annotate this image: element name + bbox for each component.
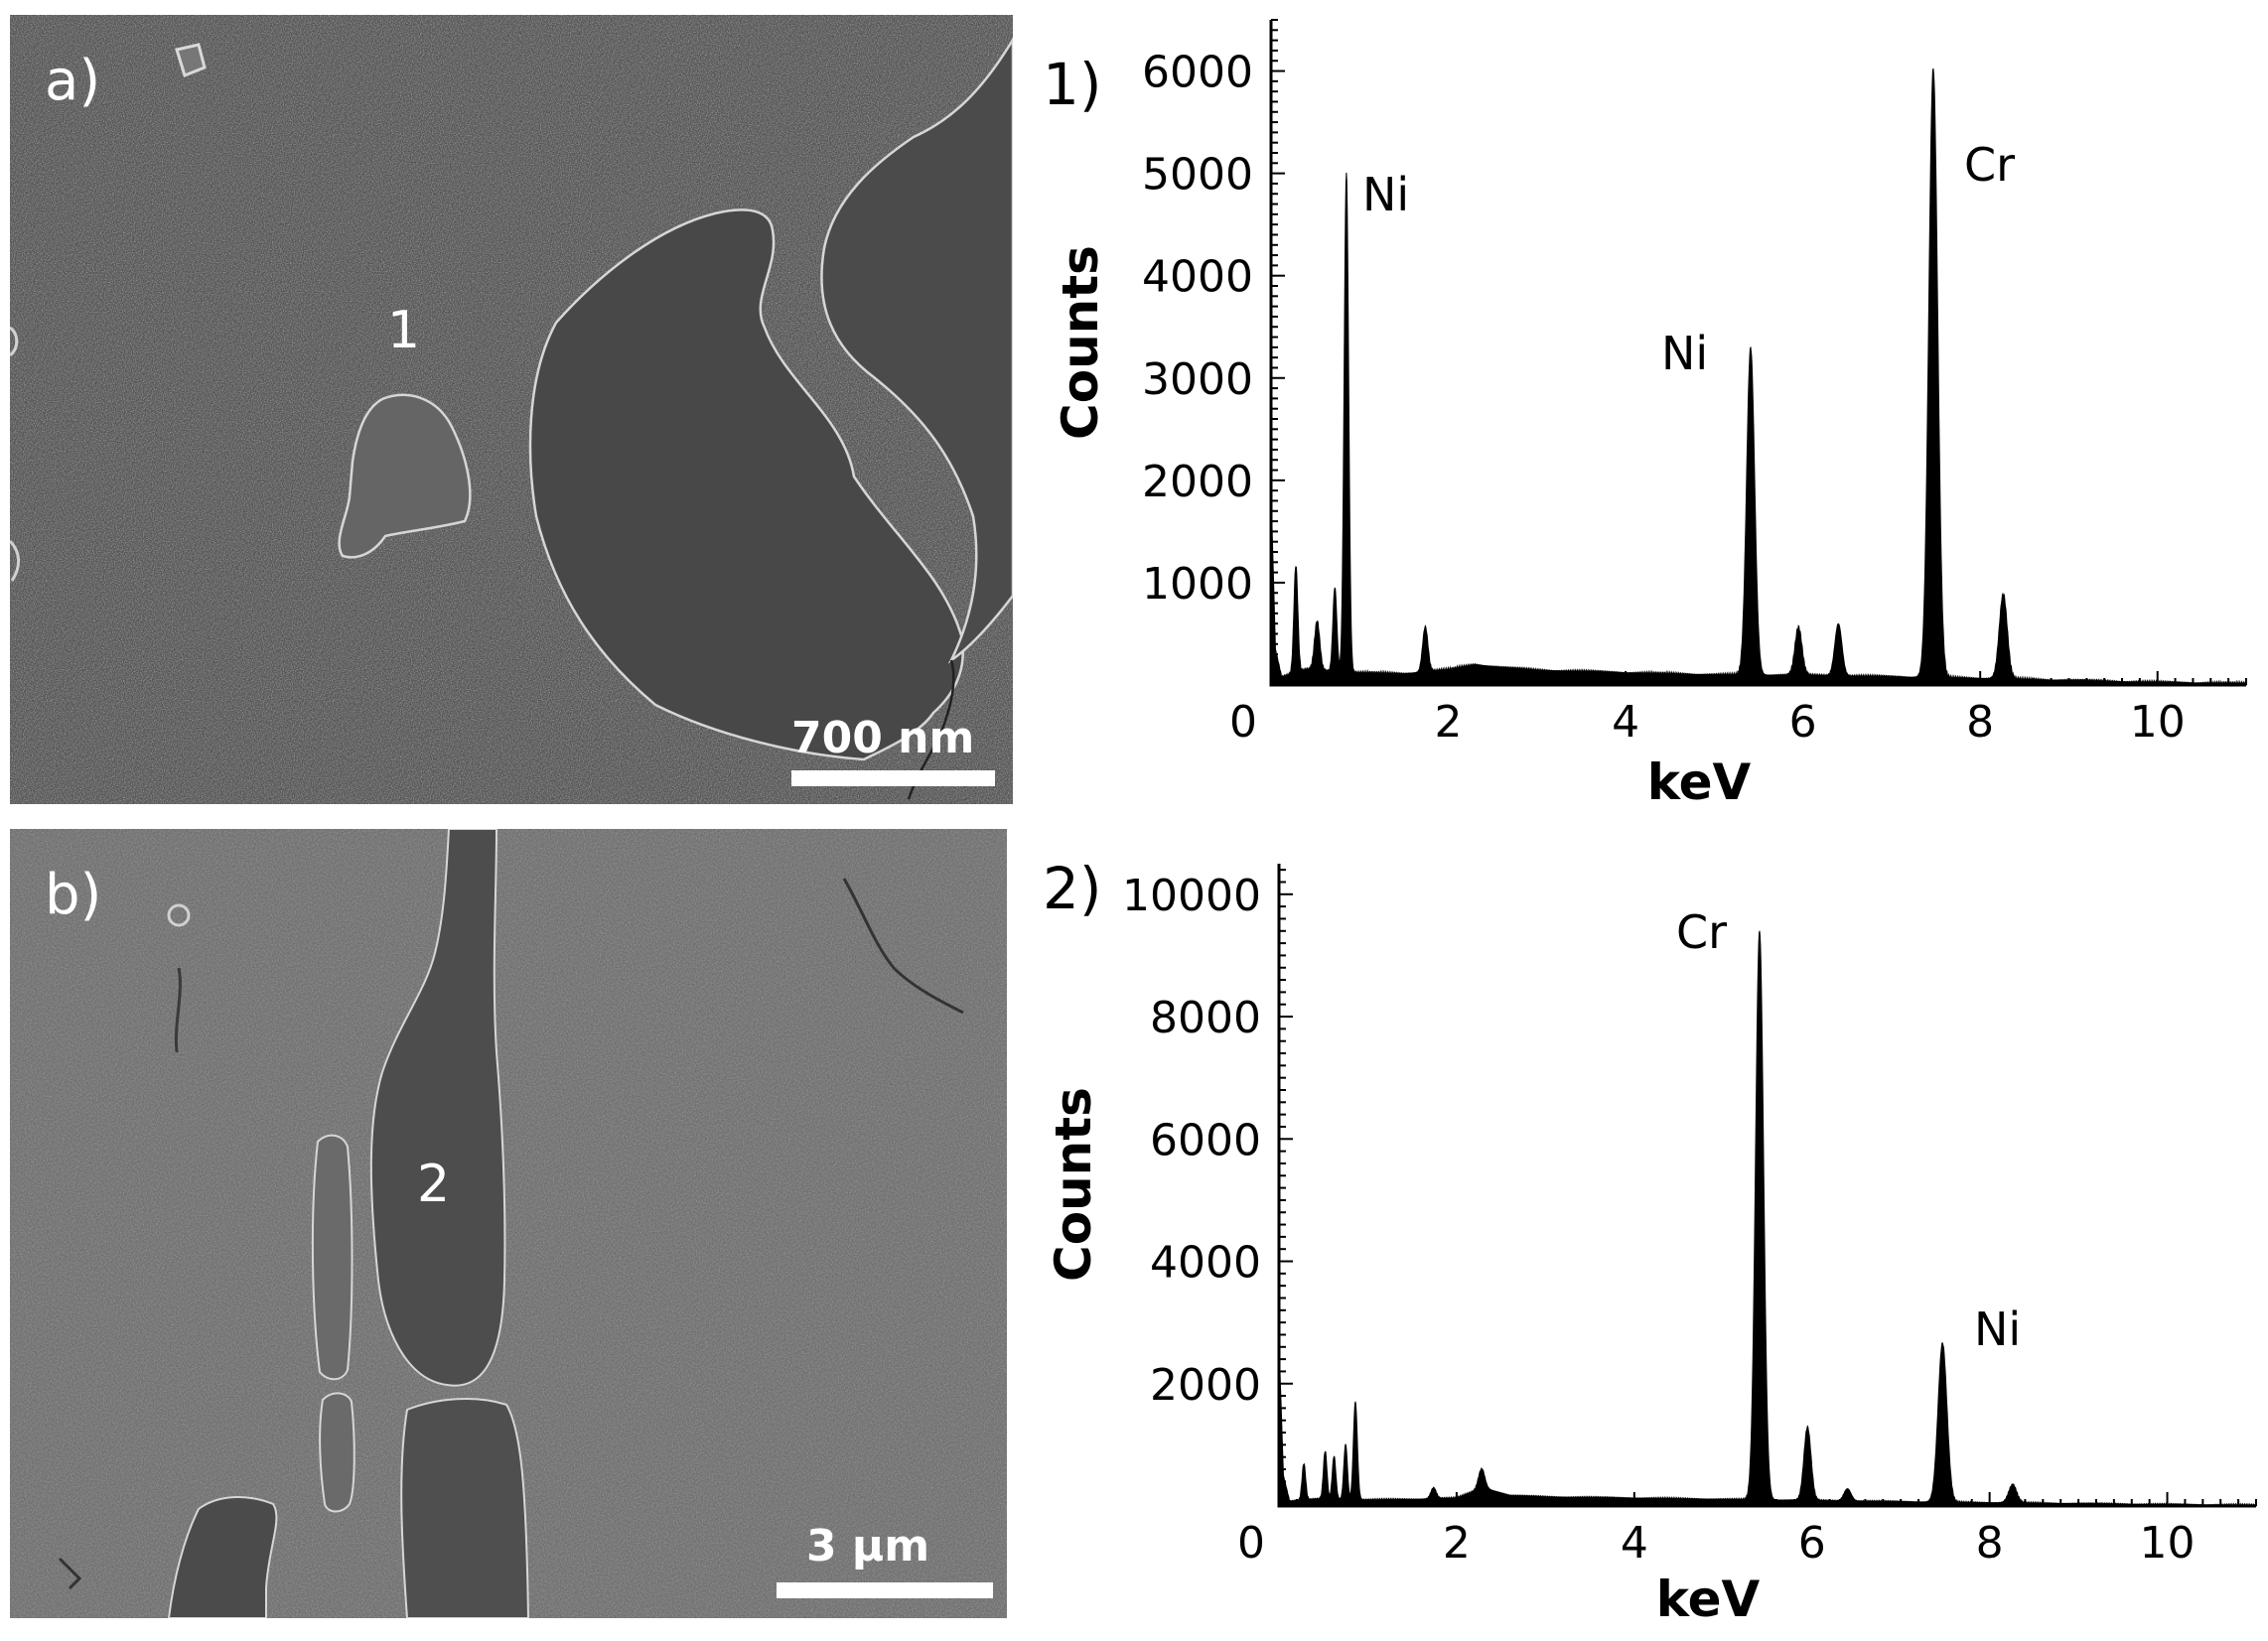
scalebar-label-b: 3 µm [806,1521,929,1572]
region-label-1: 1 [387,301,420,360]
x-tick-label: 10 [2140,1518,2196,1569]
x-tick-label: 0 [1237,1518,1265,1569]
panel-label-a: a) [45,49,100,113]
y-axis-label: Counts [1045,1087,1102,1282]
spectrum-label-1: 1) [1043,51,1102,118]
spectrum-area [1278,930,2257,1508]
grain-region-2b [400,1398,530,1618]
y-tick-label: 2000 [1150,1360,1261,1411]
y-axis-label: Counts [1052,245,1109,440]
grain-region-2 [369,829,506,1387]
scalebar-a [791,770,995,786]
grain-region-1 [338,393,472,559]
y-tick-label: 6000 [1142,48,1253,98]
y-tick-label: 2000 [1142,457,1253,507]
y-tick-label: 8000 [1150,993,1261,1043]
x-axis-label: keV [1656,1571,1761,1628]
grain-region-thin-1 [311,1134,354,1381]
scalebar-label-a: 700 nm [791,713,974,763]
x-axis-label: keV [1647,753,1752,811]
axis-lines [1269,20,2246,687]
grain-region-thin-2 [319,1392,355,1513]
peak-label-ni: Ni [1974,1302,2021,1356]
sem-image-b [10,829,1007,1618]
spectrum-chart-2: 0 2 4 6 8 10 2000 4000 6000 8000 10000 keV Counts Cr N… [1045,864,2257,1628]
y-tick-label: 1000 [1142,559,1253,610]
y-tick-label: 5000 [1142,150,1253,201]
x-tick-label: 4 [1612,697,1639,748]
y-tick-label: 10000 [1122,871,1261,921]
scalebar-b [777,1582,993,1598]
x-tick-label: 2 [1435,697,1463,748]
x-tick-label: 8 [1966,697,1994,748]
peak-label-ni: Ni [1362,168,1409,221]
y-tick-label: 4000 [1150,1238,1261,1289]
x-tick-label: 10 [2130,697,2186,748]
y-tick-label: 3000 [1142,354,1253,405]
region-label-2: 2 [417,1155,450,1214]
x-tick-label: 2 [1443,1518,1471,1569]
spectrum-chart-1: 0 2 4 6 8 10 1000 2000 3000 4000 5000 6000 keV Counts… [1052,19,2247,811]
x-tick-label: 6 [1789,697,1817,748]
panel-label-b: b) [45,863,101,927]
x-tick-label: 6 [1798,1518,1826,1569]
spectrum-label-2: 2) [1043,855,1102,922]
spectrum-area [1270,68,2247,687]
x-tick-label: 0 [1229,697,1257,748]
peak-label-cr: Cr [1964,138,2015,192]
y-tick-label: 4000 [1142,252,1253,303]
peak-label-cr: Cr [1676,905,1727,959]
y-tick-label: 6000 [1150,1115,1261,1165]
grain-region-right [820,37,1013,664]
x-tick-label: 8 [1976,1518,2004,1569]
x-tick-label: 4 [1621,1518,1648,1569]
sem-image-a [10,15,1013,804]
peak-label-ni: Ni [1661,327,1708,380]
grain-region-bottom [167,1496,278,1618]
